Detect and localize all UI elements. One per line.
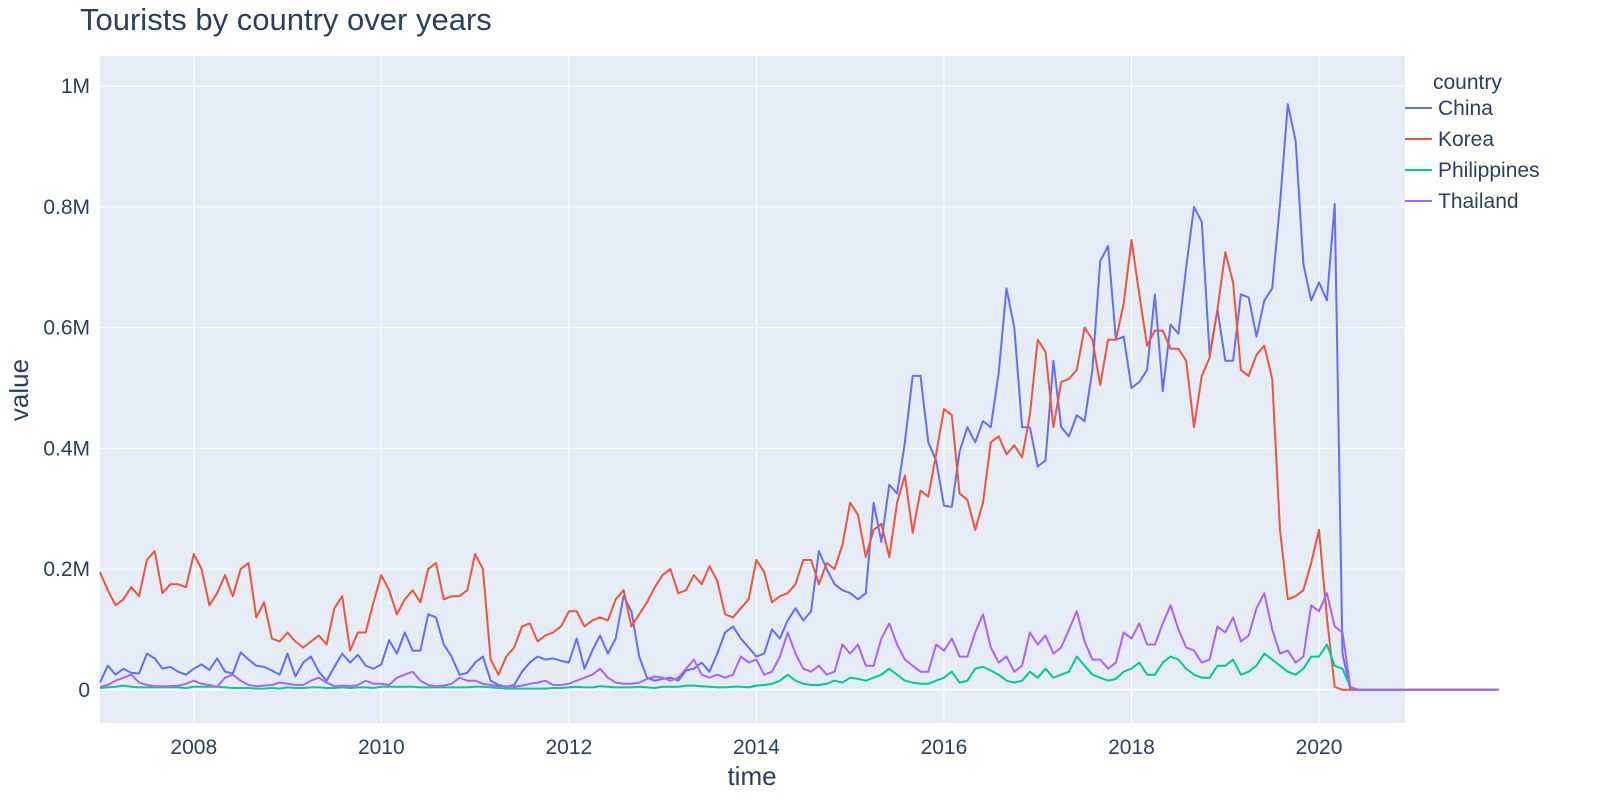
legend-label-china[interactable]: China	[1438, 97, 1493, 120]
x-tick-label: 2020	[1296, 736, 1343, 759]
x-tick-label: 2018	[1108, 736, 1155, 759]
legend-label-korea[interactable]: Korea	[1438, 128, 1494, 151]
y-tick-label: 0.2M	[43, 558, 90, 581]
y-tick-label: 0.8M	[43, 196, 90, 219]
series-line-philippines	[99, 643, 1499, 691]
series-layer	[99, 103, 1499, 691]
x-axis-title: time	[727, 761, 776, 791]
y-axis-title: value	[4, 359, 34, 421]
y-tick-label: 0	[78, 679, 90, 702]
legend-label-thailand[interactable]: Thailand	[1438, 190, 1519, 213]
y-tick-label: 0.6M	[43, 317, 90, 340]
x-tick-label: 2010	[358, 736, 405, 759]
x-tick-label: 2008	[170, 736, 217, 759]
legend: country China Korea Philippines Thailand	[1405, 71, 1540, 213]
series-line-thailand	[99, 592, 1499, 691]
legend-label-philippines[interactable]: Philippines	[1438, 159, 1540, 182]
y-tick-label: 0.4M	[43, 437, 90, 460]
legend-items: China Korea Philippines Thailand	[1405, 97, 1540, 213]
chart-title: Tourists by country over years	[80, 2, 492, 37]
y-tick-label: 1M	[61, 75, 90, 98]
legend-title: country	[1433, 71, 1502, 94]
x-tick-label: 2014	[733, 736, 780, 759]
series-line-china	[99, 103, 1499, 691]
x-axis-ticks: 2008 2010 2012 2014 2016 2018 2020	[170, 736, 1342, 759]
plot-area	[100, 56, 1405, 723]
x-tick-label: 2016	[921, 736, 968, 759]
grid-layer	[100, 56, 1405, 723]
y-axis-ticks: 0 0.2M 0.4M 0.6M 0.8M 1M	[43, 75, 90, 702]
x-tick-label: 2012	[546, 736, 593, 759]
series-line-korea	[99, 239, 1499, 691]
